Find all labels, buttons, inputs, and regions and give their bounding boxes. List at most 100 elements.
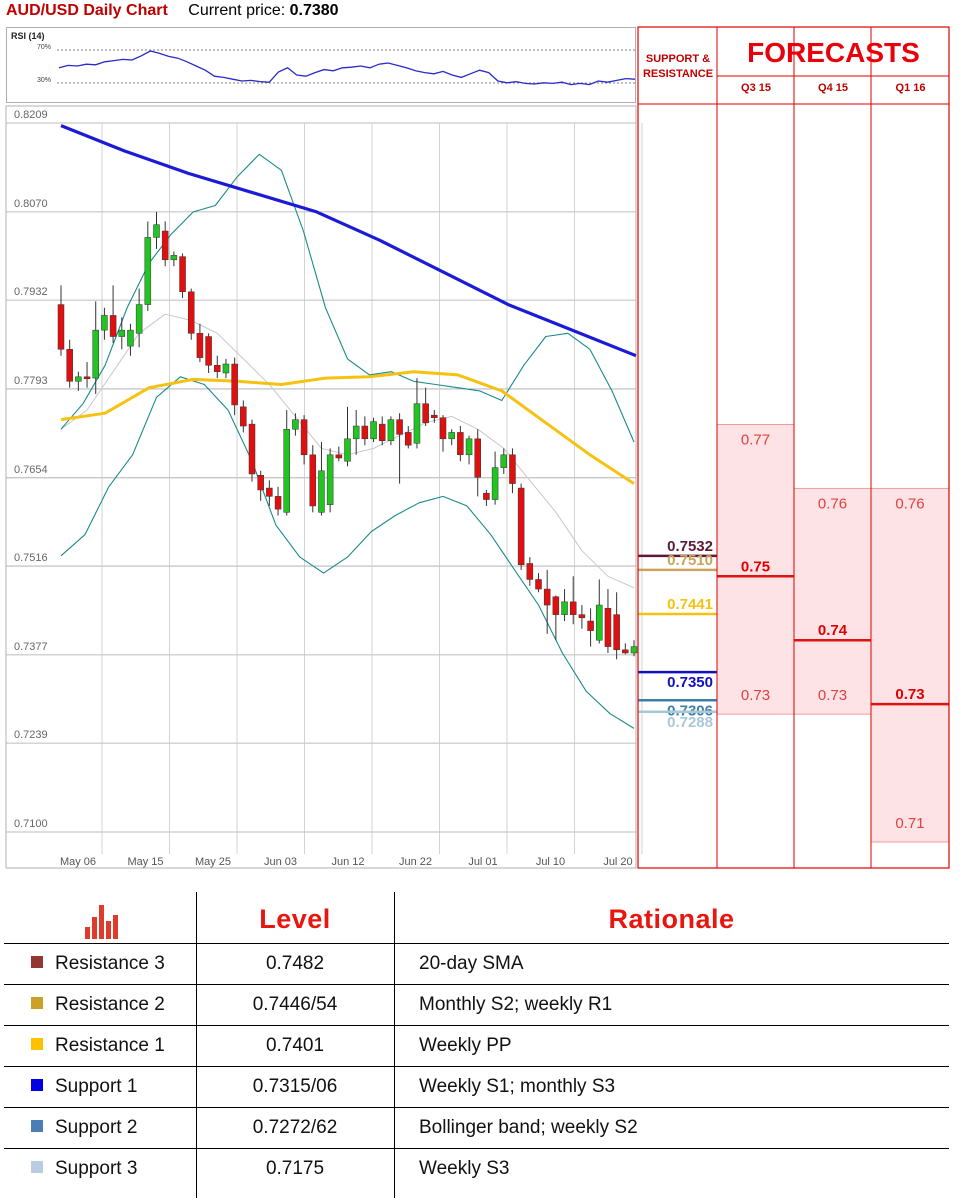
x-tick-label: Jul 20 xyxy=(603,856,632,868)
x-tick-label: May 25 xyxy=(195,856,231,868)
rsi-70-label: 70% xyxy=(37,44,52,51)
candle-body xyxy=(135,304,143,334)
rsi-panel: RSI (14) 70% 30% xyxy=(6,27,636,103)
candle-body xyxy=(552,596,560,615)
candle-body xyxy=(396,419,403,435)
candle-body xyxy=(57,304,65,350)
candle-body xyxy=(83,376,91,380)
row-rationale: Monthly S2; weekly R1 xyxy=(419,994,613,1015)
y-tick-label: 0.7100 xyxy=(14,818,48,830)
candle-body xyxy=(526,563,534,580)
candle-body xyxy=(630,646,638,654)
forecast-value-low: 0.73 xyxy=(818,687,847,704)
table-row: Resistance 1 0.7401 Weekly PP xyxy=(4,1026,949,1067)
resistance-3-swatch xyxy=(31,955,43,968)
table-header: Level Rationale xyxy=(4,892,949,944)
candle-body xyxy=(613,614,620,651)
y-tick-label: 0.7932 xyxy=(14,286,48,298)
row-rationale: Weekly S3 xyxy=(419,1158,510,1179)
forecasts-title: FORECASTS xyxy=(747,37,920,68)
support-2-swatch xyxy=(31,1119,43,1132)
rsi-30-label: 30% xyxy=(37,77,52,84)
candle-body xyxy=(101,315,108,331)
row-level: 0.7175 xyxy=(265,1158,325,1179)
chart-header: AUD/USD Daily Chart Current price: 0.738… xyxy=(6,2,339,24)
forecast-value-mid: 0.75 xyxy=(741,558,770,575)
candle-body xyxy=(153,224,160,238)
candle-body xyxy=(318,470,325,513)
row-level: 0.7272/62 xyxy=(252,1117,338,1138)
sr-level-label: 0.7441 xyxy=(667,596,713,613)
support-1-swatch xyxy=(31,1078,43,1091)
bollinger-lower-line xyxy=(60,376,635,729)
candle-body xyxy=(535,579,542,590)
y-tick-label: 0.8209 xyxy=(14,109,48,121)
candle-body xyxy=(622,649,629,654)
x-tick-label: Jun 03 xyxy=(264,856,297,868)
bar-chart-icon xyxy=(85,905,118,939)
candle-body xyxy=(439,417,447,440)
forecast-value-low: 0.73 xyxy=(741,687,770,704)
row-name: Resistance 2 xyxy=(55,994,165,1015)
candle-body xyxy=(604,607,612,647)
candle-body xyxy=(109,315,117,337)
candle-body xyxy=(240,406,247,427)
forecast-value-mid: 0.73 xyxy=(895,686,924,703)
row-rationale: 20-day SMA xyxy=(419,953,524,974)
candle-body xyxy=(500,454,508,468)
forecast-value-low: 0.71 xyxy=(895,815,924,832)
candle-body xyxy=(266,487,273,497)
candle-body xyxy=(187,291,195,334)
rsi-plot xyxy=(57,49,635,86)
candle-body xyxy=(309,454,317,507)
table-row: Support 2 0.7272/62 Bollinger band; week… xyxy=(4,1108,949,1149)
row-level: 0.7446/54 xyxy=(252,994,338,1015)
sma-200-line xyxy=(60,124,637,358)
candle-body xyxy=(474,438,481,478)
candle-body xyxy=(457,432,464,456)
forecast-col-q4-15: Q4 15 xyxy=(818,82,848,94)
candle-body xyxy=(509,454,516,484)
candle-body xyxy=(222,363,230,374)
candle-body xyxy=(196,333,204,358)
sr-level-label: 0.7510 xyxy=(667,552,713,569)
candle-body xyxy=(465,438,473,456)
table-row: Support 1 0.7315/06 Weekly S1; monthly S… xyxy=(4,1067,949,1108)
resistance-1-swatch xyxy=(31,1037,43,1050)
candle-body xyxy=(214,365,221,372)
candle-layer xyxy=(57,211,638,660)
table-row: Support 3 0.7175 Weekly S3 xyxy=(4,1149,949,1190)
level-column-header: Level xyxy=(259,904,331,934)
candle-body xyxy=(569,601,577,615)
current-price-value: 0.7380 xyxy=(289,2,339,19)
axis-layer: 0.8209 0.8070 0.7932 0.7793 0.7654 0.7516 0.73… xyxy=(14,109,633,868)
candle-body xyxy=(387,419,395,441)
candle-body xyxy=(248,423,256,475)
candle-body xyxy=(378,423,386,441)
candle-body xyxy=(75,376,82,382)
candle-body xyxy=(543,588,551,606)
candle-body xyxy=(179,256,186,293)
candle-body xyxy=(561,601,568,615)
candle-body xyxy=(144,237,152,305)
candle-body xyxy=(292,419,299,430)
row-name: Support 3 xyxy=(55,1158,138,1179)
row-name: Resistance 1 xyxy=(55,1035,165,1056)
row-level: 0.7401 xyxy=(265,1035,325,1056)
candle-body xyxy=(431,414,438,418)
x-tick-label: Jun 12 xyxy=(331,856,364,868)
forecast-col-q3-15: Q3 15 xyxy=(741,82,771,94)
row-level: 0.7315/06 xyxy=(252,1076,338,1097)
y-tick-label: 0.7377 xyxy=(14,641,48,653)
row-name: Resistance 3 xyxy=(55,953,165,974)
row-rationale: Bollinger band; weekly S2 xyxy=(419,1117,638,1138)
candle-body xyxy=(335,454,343,459)
current-price-label: Current price: xyxy=(188,2,286,19)
rsi-label: RSI (14) xyxy=(11,31,45,41)
candle-body xyxy=(205,336,212,366)
y-tick-label: 0.7516 xyxy=(14,552,48,564)
forecast-value-high: 0.77 xyxy=(741,431,770,448)
candle-body xyxy=(283,428,290,513)
